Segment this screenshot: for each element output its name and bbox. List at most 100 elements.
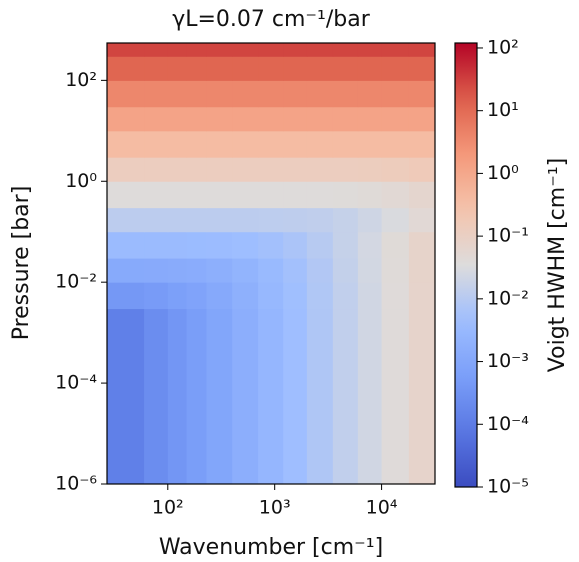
heatmap-cell (186, 207, 207, 233)
heatmap-cell (381, 308, 410, 485)
heatmap-cell (258, 43, 284, 57)
plot-frame (106, 42, 436, 485)
heatmap-cell (107, 282, 145, 310)
heatmap-cell (381, 80, 410, 108)
colorbar-tick-label: 10¹ (487, 99, 519, 121)
heatmap-cell (107, 80, 145, 108)
heatmap-cell (107, 43, 145, 57)
heatmap-cell (144, 106, 169, 132)
heatmap-cell (306, 43, 334, 57)
heatmap-cell (381, 282, 410, 310)
heatmap-cell (144, 130, 169, 158)
heatmap-cell (107, 56, 145, 81)
heatmap-cell (357, 130, 383, 158)
heatmap-cell (283, 282, 308, 310)
colorbar-tick-label: 10⁻¹ (487, 225, 529, 247)
heatmap-cell (408, 56, 436, 81)
heatmap-cell (167, 56, 188, 81)
y-tick-label: 10² (65, 69, 97, 91)
heatmap-cell (408, 43, 436, 57)
heatmap-cell (283, 43, 308, 57)
heatmap-cell (232, 56, 259, 81)
heatmap-cell (258, 130, 284, 158)
colorbar (454, 42, 478, 488)
heatmap-cell (258, 207, 284, 233)
heatmap-cell (332, 80, 359, 108)
heatmap-cell (306, 308, 334, 485)
heatmap-cell (167, 80, 188, 108)
heatmap-cell (144, 308, 169, 485)
heatmap-cells (107, 43, 436, 485)
heatmap-cell (381, 106, 410, 132)
heatmap-cell (357, 157, 383, 182)
heatmap-cell (381, 258, 410, 283)
heatmap-cell (357, 308, 383, 485)
heatmap-cell (144, 43, 169, 57)
heatmap-cell (258, 258, 284, 283)
heatmap-cell (306, 130, 334, 158)
heatmap-cell (408, 231, 436, 259)
heatmap-cell (332, 231, 359, 259)
heatmap-cell (283, 181, 308, 209)
heatmap-cell (381, 43, 410, 57)
heatmap-cell (258, 231, 284, 259)
heatmap-cell (186, 56, 207, 81)
colorbar-tick-label: 10⁻² (487, 287, 529, 309)
heatmap-cell (186, 43, 207, 57)
heatmap-cell (206, 308, 233, 485)
heatmap-cell (167, 258, 188, 283)
heatmap-cell (283, 258, 308, 283)
heatmap-cell (107, 130, 145, 158)
heatmap-cell (232, 106, 259, 132)
y-axis-label: Pressure [bar] (9, 186, 34, 341)
heatmap-cell (144, 80, 169, 108)
heatmap-cell (167, 282, 188, 310)
heatmap-cell (332, 207, 359, 233)
x-tick-label: 10⁴ (366, 497, 398, 519)
heatmap-cell (408, 106, 436, 132)
heatmap-cell (381, 157, 410, 182)
heatmap-cell (232, 231, 259, 259)
heatmap-cell (306, 157, 334, 182)
heatmap-cell (206, 258, 233, 283)
heatmap-cell (381, 207, 410, 233)
heatmap-cell (144, 207, 169, 233)
heatmap-cell (306, 207, 334, 233)
heatmap-cell (408, 181, 436, 209)
heatmap-cell (306, 282, 334, 310)
heatmap-cell (357, 207, 383, 233)
heatmap-cell (206, 80, 233, 108)
heatmap-cell (306, 258, 334, 283)
heatmap-cell (186, 130, 207, 158)
heatmap-cell (283, 308, 308, 485)
heatmap-cell (107, 157, 145, 182)
heatmap-cell (232, 258, 259, 283)
heatmap-cell (186, 258, 207, 283)
heatmap-cell (258, 282, 284, 310)
heatmap-cell (357, 56, 383, 81)
heatmap-cell (408, 308, 436, 485)
heatmap-cell (232, 80, 259, 108)
heatmap-cell (144, 231, 169, 259)
heatmap-cell (258, 106, 284, 132)
heatmap-cell (232, 130, 259, 158)
heatmap-cell (206, 130, 233, 158)
heatmap-cell (283, 207, 308, 233)
x-tick-label: 10³ (259, 497, 291, 519)
heatmap-cell (186, 157, 207, 182)
heatmap-cell (332, 258, 359, 283)
heatmap-cell (186, 308, 207, 485)
heatmap-cell (283, 130, 308, 158)
colorbar-label: Voigt HWHM [cm⁻¹] (545, 158, 570, 372)
heatmap-cell (306, 80, 334, 108)
x-axis-label: Wavenumber [cm⁻¹] (159, 535, 383, 560)
y-tick-label: 10⁻⁴ (55, 372, 97, 394)
heatmap-cell (206, 282, 233, 310)
heatmap-cell (258, 157, 284, 182)
heatmap-cell (408, 130, 436, 158)
heatmap-cell (167, 130, 188, 158)
heatmap-cell (332, 43, 359, 57)
heatmap-cell (357, 181, 383, 209)
